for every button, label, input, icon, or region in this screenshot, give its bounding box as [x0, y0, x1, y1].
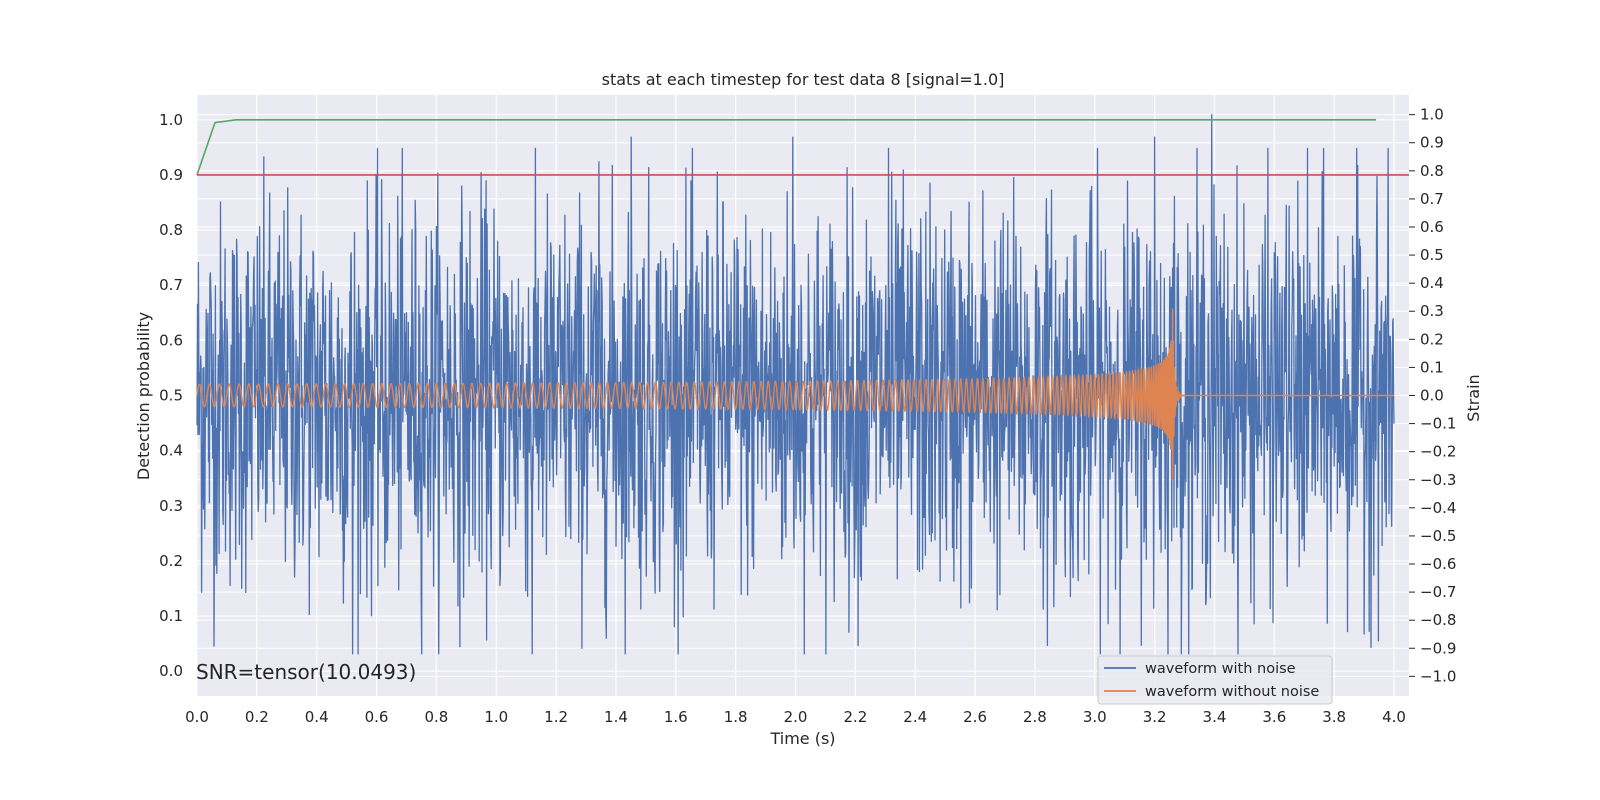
right-y-tick-label: −0.6 — [1420, 555, 1456, 573]
x-tick-label: 3.6 — [1262, 708, 1286, 726]
right-y-tick-label: −0.4 — [1420, 499, 1456, 517]
right-y-tick-label: 0.5 — [1420, 246, 1444, 264]
left-y-tick-label: 0.2 — [159, 552, 183, 570]
x-tick-label: 1.4 — [604, 708, 628, 726]
right-y-tick-label: 0.4 — [1420, 274, 1444, 292]
right-y-tick-label: 0.7 — [1420, 190, 1444, 208]
series-detection-probability — [196, 119, 1377, 176]
x-tick-label: 0.8 — [424, 708, 448, 726]
x-tick-label: 3.0 — [1083, 708, 1107, 726]
left-y-tick-label: 0.9 — [159, 166, 183, 184]
left-y-tick-label: 0.8 — [159, 221, 183, 239]
x-tick-label: 3.8 — [1322, 708, 1346, 726]
x-tick-label: 4.0 — [1382, 708, 1406, 726]
x-axis-label: Time (s) — [769, 729, 835, 748]
right-y-tick-label: 1.0 — [1420, 106, 1444, 124]
x-tick-label: 2.0 — [784, 708, 808, 726]
right-y-tick-label: −1.0 — [1420, 667, 1456, 685]
right-y-tick-label: −0.2 — [1420, 443, 1456, 461]
chart-title: stats at each timestep for test data 8 [… — [602, 70, 1005, 89]
x-tick-label: 0.4 — [305, 708, 329, 726]
left-y-tick-labels: 0.0 0.1 0.2 0.3 0.4 0.5 0.6 0.7 0.8 0.9 1.0 — [159, 111, 183, 680]
right-y-tick-label: 0.3 — [1420, 302, 1444, 320]
x-tick-label: 2.4 — [903, 708, 927, 726]
left-y-tick-label: 0.3 — [159, 497, 183, 515]
legend-label-clean: waveform without noise — [1145, 684, 1319, 700]
legend: waveform with noise waveform without noi… — [1097, 655, 1333, 705]
x-tick-label: 2.6 — [963, 708, 987, 726]
left-y-tick-label: 0.4 — [159, 442, 183, 460]
right-y-tick-label: 0.6 — [1420, 218, 1444, 236]
right-y-tick-label: −0.3 — [1420, 471, 1456, 489]
x-tick-label: 2.8 — [1023, 708, 1047, 726]
right-y-tick-label: −0.5 — [1420, 527, 1456, 545]
right-y-tick-label: −0.8 — [1420, 611, 1456, 629]
right-y-tick-label: −0.1 — [1420, 415, 1456, 433]
left-y-tick-label: 0.6 — [159, 331, 183, 349]
legend-label-noise: waveform with noise — [1145, 661, 1296, 677]
x-tick-label: 1.8 — [724, 708, 748, 726]
right-y-tick-label: −0.7 — [1420, 583, 1456, 601]
x-tick-labels: 0.0 0.2 0.4 0.6 0.8 1.0 1.2 1.4 1.6 1.8 2.0 2.2 2.4 2… — [185, 708, 1406, 726]
right-y-tick-labels: −1.0 −0.9 −0.8 −0.7 −0.6 −0.5 −0.4 −0.3 −0.2 −0.1… — [1409, 106, 1456, 685]
x-tick-label: 1.6 — [664, 708, 688, 726]
series-waveform-with-noise — [196, 114, 1395, 655]
legend-box — [1097, 655, 1333, 705]
right-y-tick-label: 0.8 — [1420, 162, 1444, 180]
left-y-axis-label: Detection probability — [134, 312, 153, 480]
x-tick-label: 1.2 — [544, 708, 568, 726]
right-y-tick-label: 0.1 — [1420, 358, 1444, 376]
plot-lines — [196, 114, 1409, 655]
series-waveform-without-noise — [196, 340, 1394, 476]
left-y-tick-label: 1.0 — [159, 111, 183, 129]
x-tick-label: 0.2 — [245, 708, 269, 726]
x-tick-label: 3.4 — [1203, 708, 1227, 726]
snr-annotation: SNR=tensor(10.0493) — [196, 660, 416, 684]
left-y-tick-label: 0.0 — [159, 662, 183, 680]
left-y-tick-label: 0.1 — [159, 607, 183, 625]
right-y-tick-label: −0.9 — [1420, 639, 1456, 657]
right-y-tick-label: 0.0 — [1420, 387, 1444, 405]
x-tick-label: 3.2 — [1143, 708, 1167, 726]
x-tick-label: 0.6 — [365, 708, 389, 726]
x-tick-label: 2.2 — [843, 708, 867, 726]
x-tick-label: 0.0 — [185, 708, 209, 726]
right-y-axis-label: Strain — [1464, 374, 1483, 421]
left-y-tick-label: 0.5 — [159, 387, 183, 405]
x-tick-label: 1.0 — [484, 708, 508, 726]
right-y-tick-label: 0.2 — [1420, 330, 1444, 348]
left-y-tick-label: 0.7 — [159, 276, 183, 294]
right-y-tick-label: 0.9 — [1420, 134, 1444, 152]
